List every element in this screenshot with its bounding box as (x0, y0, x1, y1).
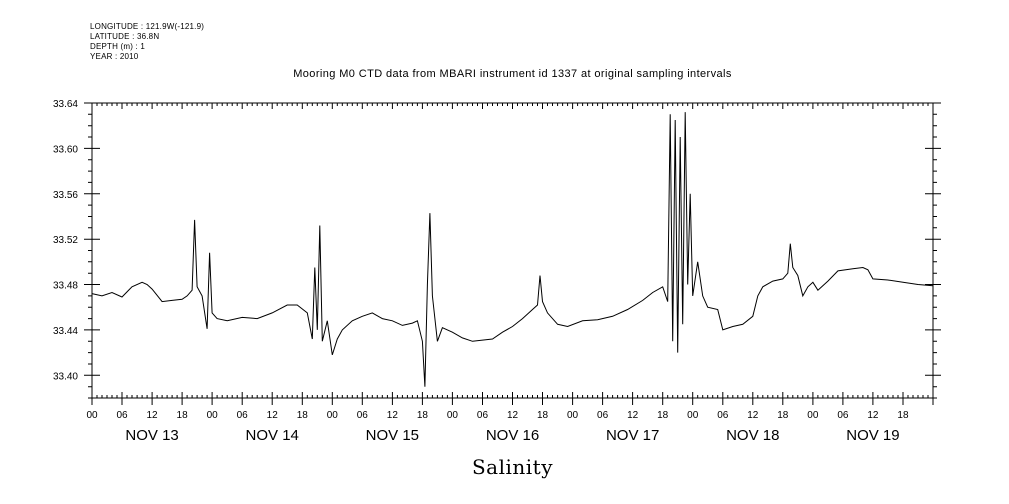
x-day-label: NOV 15 (366, 427, 419, 444)
x-tick-label: 18 (897, 410, 909, 421)
y-tick-label: 33.52 (53, 235, 78, 246)
x-tick-label: 00 (687, 410, 699, 421)
longitude-label: LONGITUDE : 121.9W(-121.9) (90, 22, 205, 31)
x-day-label: NOV 14 (246, 427, 299, 444)
y-tick-label: 33.60 (53, 144, 78, 155)
x-tick-label: 06 (116, 410, 128, 421)
year-label: YEAR : 2010 (90, 52, 139, 61)
x-tick-label: 00 (567, 410, 579, 421)
x-axis-ticks (91, 103, 934, 405)
x-tick-label: 12 (147, 410, 159, 421)
x-tick-label: 18 (417, 410, 429, 421)
y-tick-label: 33.44 (53, 326, 78, 337)
x-day-label: NOV 13 (125, 427, 178, 444)
x-tick-label: 00 (86, 410, 98, 421)
x-tick-label: 00 (207, 410, 219, 421)
x-day-label: NOV 16 (486, 427, 539, 444)
x-tick-label: 18 (177, 410, 189, 421)
x-tick-label: 12 (867, 410, 879, 421)
depth-label: DEPTH (m) : 1 (90, 42, 146, 51)
x-tick-label: 06 (597, 410, 609, 421)
x-tick-label: 12 (627, 410, 639, 421)
x-tick-label: 00 (327, 410, 339, 421)
plot-frame (91, 102, 934, 399)
x-tick-label: 12 (747, 410, 759, 421)
x-day-label: NOV 19 (846, 427, 899, 444)
y-tick-label: 33.56 (53, 190, 78, 201)
x-tick-label: 06 (837, 410, 849, 421)
x-tick-label: 12 (507, 410, 519, 421)
y-tick-label: 33.48 (53, 281, 78, 292)
metadata-block: LONGITUDE : 121.9W(-121.9) LATITUDE : 36… (90, 22, 204, 62)
x-day-label: NOV 17 (606, 427, 659, 444)
x-tick-label: 06 (477, 410, 489, 421)
x-tick-label: 18 (657, 410, 669, 421)
x-tick-label: 18 (297, 410, 309, 421)
latitude-label: LATITUDE : 36.8N (90, 32, 160, 41)
x-axis-label: Salinity (471, 455, 554, 479)
x-tick-label: 06 (717, 410, 729, 421)
y-axis-ticks (84, 102, 941, 399)
x-tick-label: 18 (777, 410, 789, 421)
x-tick-label: 06 (237, 410, 249, 421)
x-tick-label: 06 (357, 410, 369, 421)
salinity-series-line (91, 112, 934, 387)
x-tick-label: 18 (537, 410, 549, 421)
x-tick-label: 12 (387, 410, 399, 421)
x-day-label: NOV 18 (726, 427, 779, 444)
x-tick-label: 12 (267, 410, 279, 421)
chart-title: Mooring M0 CTD data from MBARI instrumen… (293, 68, 732, 80)
x-tick-label: 00 (447, 410, 459, 421)
x-tick-label: 00 (807, 410, 819, 421)
y-tick-label: 33.40 (53, 371, 78, 382)
y-tick-label: 33.64 (53, 99, 78, 110)
